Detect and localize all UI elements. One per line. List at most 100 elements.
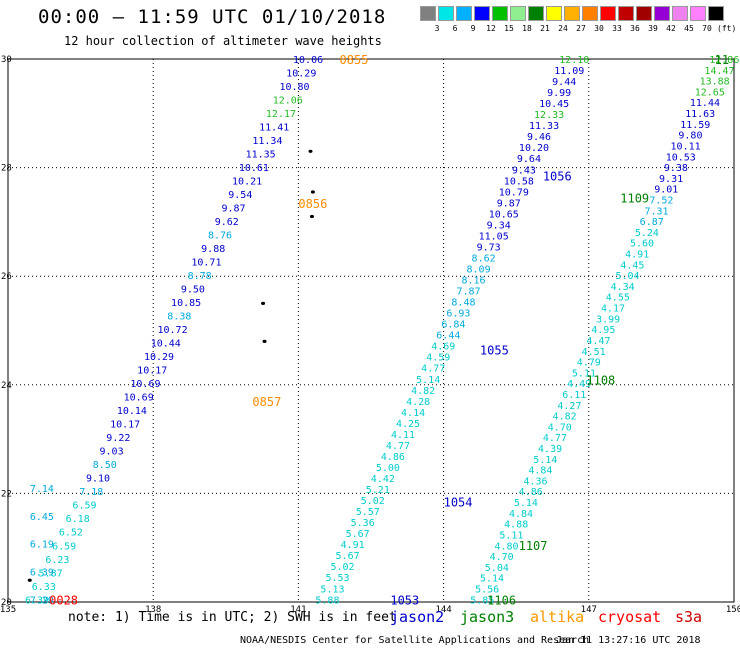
scale-label: 3 (434, 24, 440, 33)
x-tick-label: 147 (581, 605, 597, 615)
scale-label: 33 (612, 24, 622, 33)
wave-height-value: 6.45 (30, 512, 54, 523)
island-marker (261, 301, 266, 305)
wave-height-value: 4.11 (391, 430, 415, 441)
y-tick-label: 26 (1, 272, 12, 282)
scale-swatch (708, 6, 724, 21)
legend-altika: altika (530, 608, 585, 626)
wave-height-value: 5.00 (376, 463, 400, 474)
pass-time-label: 1055 (480, 344, 509, 358)
pass-time-label: 1053 (390, 593, 419, 607)
wave-height-value: 9.64 (517, 154, 541, 165)
wave-height-value: 11.09 (554, 66, 584, 77)
pass-time-label: 0856 (298, 197, 327, 211)
wave-height-value: 5.88 (315, 595, 339, 606)
wave-height-value: 11.59 (680, 120, 710, 131)
scale-label: 24 (558, 24, 568, 33)
wave-height-value: 10.69 (130, 379, 160, 390)
scale-swatch (438, 6, 454, 21)
wave-height-value: 8.38 (167, 312, 191, 323)
pass-time-label: 0857 (252, 395, 281, 409)
scale-label: 18 (522, 24, 532, 33)
wave-height-value: 8.78 (188, 271, 212, 282)
wave-height-value: 5.53 (325, 573, 349, 584)
wave-height-value: 6.44 (436, 331, 460, 342)
wave-height-value: 4.88 (504, 520, 528, 531)
wave-height-value: 9.54 (228, 190, 252, 201)
wave-height-value: 12.10 (559, 55, 589, 66)
wave-height-value: 9.46 (527, 132, 551, 143)
wave-height-value: 6.11 (562, 390, 586, 401)
wave-height-value: 9.38 (664, 163, 688, 174)
wave-height-value: 10.80 (279, 82, 309, 93)
scale-label: 42 (666, 24, 676, 33)
pass-time-label: 1109 (620, 191, 649, 205)
wave-height-value: 11.05 (479, 231, 509, 242)
scale-swatch (510, 6, 526, 21)
wave-height-value: 4.47 (586, 336, 610, 347)
wave-height-value: 4.49 (567, 379, 591, 390)
scale-swatch (654, 6, 670, 21)
wave-height-value: 4.14 (401, 408, 425, 419)
x-tick-label: 138 (145, 605, 161, 615)
legend-jason3: jason3 (460, 608, 515, 626)
scale-label: 9 (470, 24, 476, 33)
credit-text: NOAA/NESDIS Center for Satellite Applica… (240, 635, 590, 646)
legend-jason2: jason2 (390, 608, 445, 626)
wave-height-value: 4.34 (611, 282, 635, 293)
wave-height-value: 6.39 (30, 567, 54, 578)
scale-label: 21 (540, 24, 550, 33)
wave-height-value: 5.21 (366, 485, 390, 496)
wave-height-value: 8.09 (467, 264, 491, 275)
wave-height-value: 6.87 (640, 217, 664, 228)
wave-height-value: 6.52 (59, 528, 83, 539)
pass-time-label: 1107 (519, 539, 548, 553)
wave-height-value: 12.65 (695, 87, 725, 98)
wave-height-value: 9.22 (106, 433, 130, 444)
wave-height-value: 12.17 (266, 109, 296, 120)
wave-height-value: 4.86 (519, 487, 543, 498)
wave-height-value: 5.11 (572, 368, 596, 379)
wave-height-value: 8.16 (461, 276, 485, 287)
y-tick-label: 28 (1, 164, 12, 174)
wave-height-value: 4.36 (524, 476, 548, 487)
wave-height-value: 4.82 (553, 412, 577, 423)
wave-height-value: 5.87 (39, 568, 63, 579)
wave-height-value: 10.29 (286, 69, 316, 80)
wave-height-value: 4.77 (386, 441, 410, 452)
page-subtitle: 12 hour collection of altimeter wave hei… (64, 34, 382, 48)
scale-label: (ft) (717, 24, 737, 33)
scale-swatch (636, 6, 652, 21)
wave-height-value: 5.14 (533, 455, 557, 466)
scale-swatch (672, 6, 688, 21)
wave-height-value: 4.70 (490, 552, 514, 563)
wave-height-value: 9.80 (678, 131, 702, 142)
wave-height-value: 9.87 (497, 198, 521, 209)
generation-timestamp: Jan 11 13:27:16 UTC 2018 (556, 635, 701, 646)
pass-time-label: 0028 (49, 593, 78, 607)
wave-height-value: 9.31 (659, 174, 683, 185)
wave-height-value: 10.53 (666, 152, 696, 163)
scale-label: 12 (486, 24, 496, 33)
wave-height-value: 9.43 (512, 165, 536, 176)
wave-height-value: 6.18 (66, 514, 90, 525)
wave-height-value: 10.65 (489, 209, 519, 220)
wave-height-value: 9.01 (654, 185, 678, 196)
scale-swatch (582, 6, 598, 21)
island-marker (308, 149, 313, 153)
wave-height-value: 9.99 (547, 88, 571, 99)
wave-height-value: 5.04 (485, 563, 509, 574)
wave-height-value: 5.02 (331, 562, 355, 573)
scale-swatch (420, 6, 436, 21)
wave-height-value: 10.45 (539, 99, 569, 110)
wave-height-value: 4.86 (381, 452, 405, 463)
scale-swatch (600, 6, 616, 21)
wave-height-value: 5.67 (336, 551, 360, 562)
wave-height-value: 7.29 (30, 595, 54, 606)
wave-height-value: 10.69 (124, 393, 154, 404)
wave-height-value: 4.95 (591, 325, 615, 336)
wave-height-value: 12.33 (534, 110, 564, 121)
island-marker (309, 214, 314, 219)
island-marker (27, 578, 32, 582)
wave-height-value: 6.93 (446, 309, 470, 320)
